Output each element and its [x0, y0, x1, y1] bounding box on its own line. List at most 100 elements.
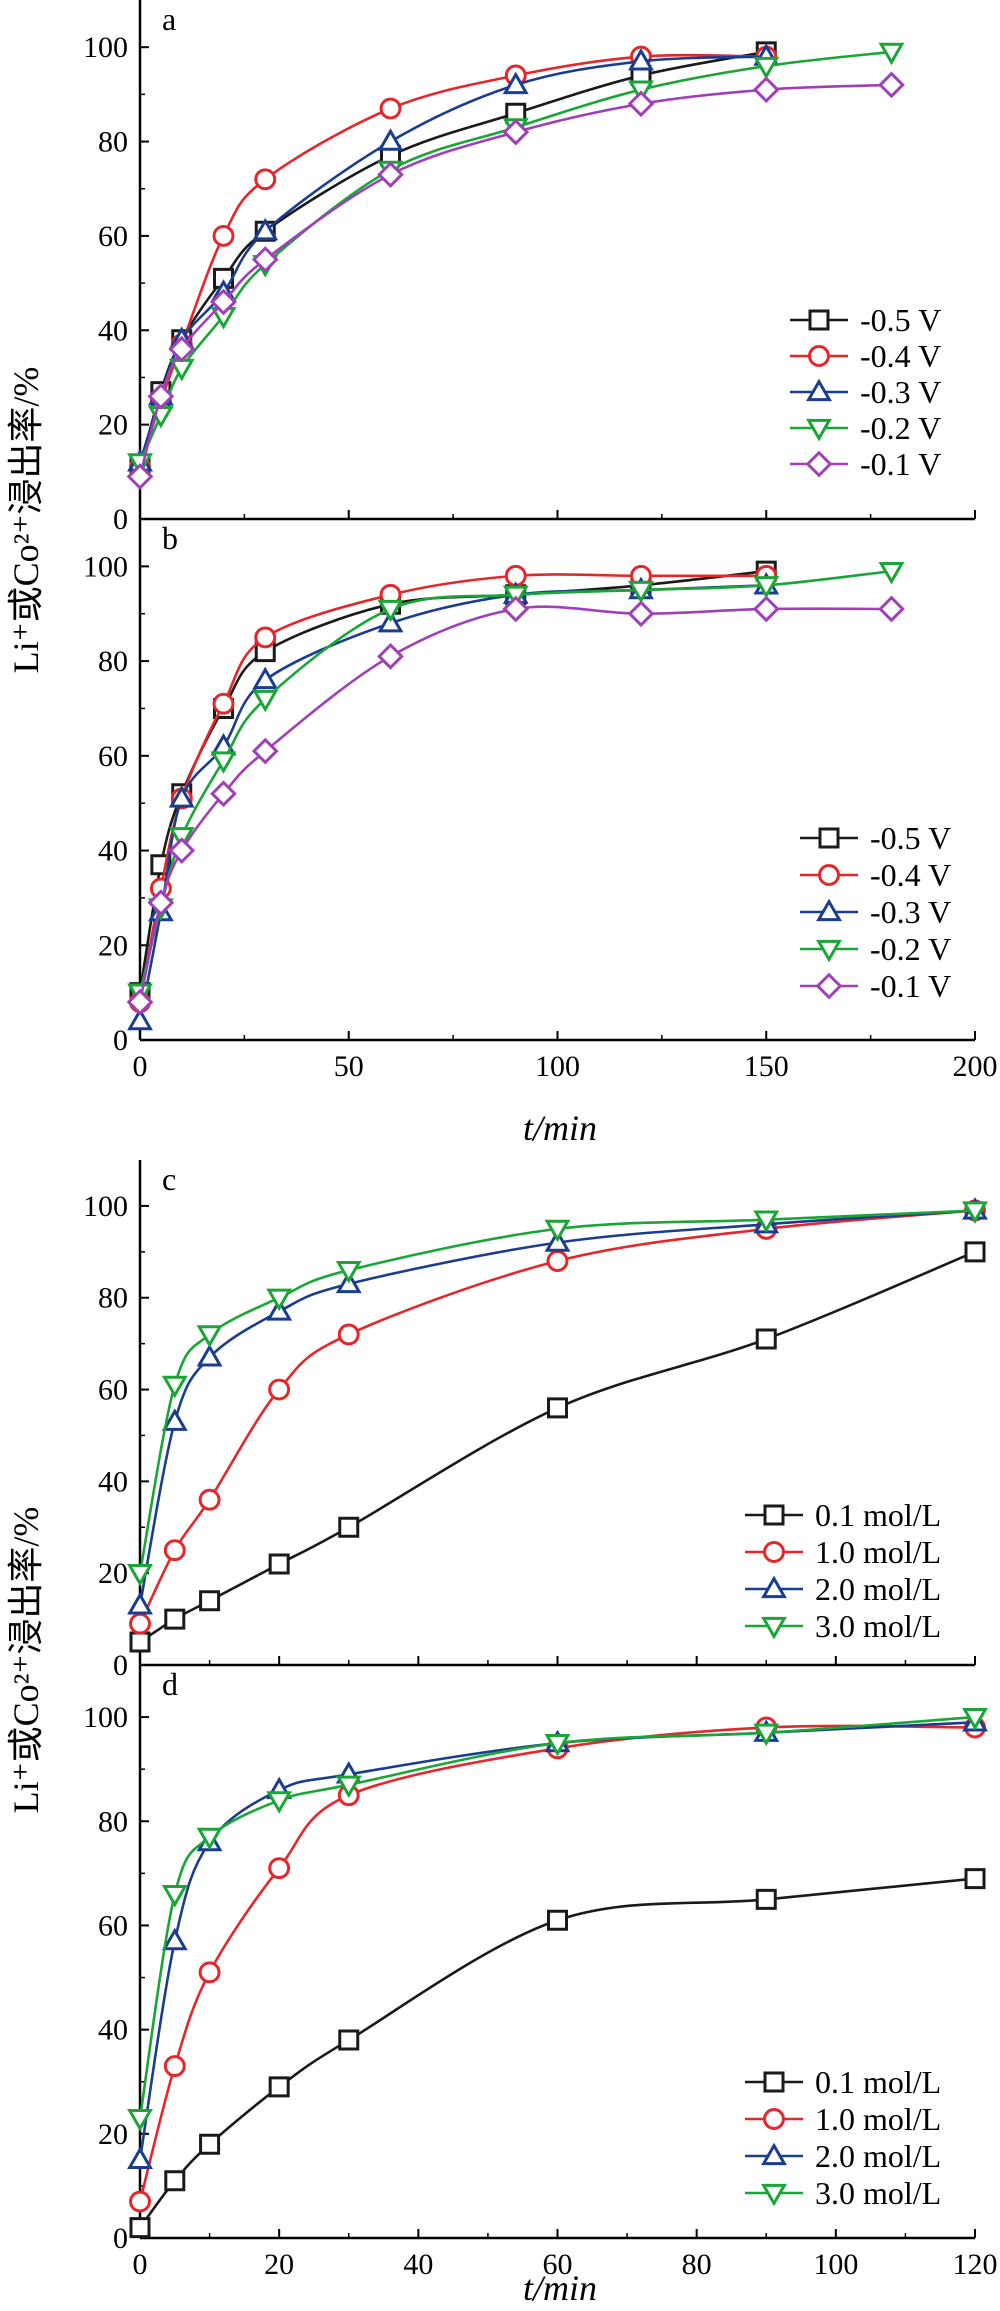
- data-point: [268, 1378, 291, 1401]
- x-tick-label: 80: [682, 2248, 712, 2281]
- data-point: [755, 1888, 777, 1910]
- y-tick-label: 80: [98, 645, 128, 678]
- y-tick-label: 80: [98, 1805, 128, 1838]
- data-point: [627, 600, 655, 628]
- data-point: [168, 837, 196, 864]
- series-line: [138, 53, 767, 468]
- data-point: [268, 1553, 290, 1575]
- data-point: [129, 2217, 151, 2239]
- data-point: [199, 1590, 221, 1612]
- data-point: [161, 1408, 188, 1431]
- data-point: [196, 1344, 223, 1367]
- data-point: [338, 2029, 360, 2051]
- data-point: [335, 1775, 362, 1799]
- legend-label: 2.0 mol/L: [815, 2138, 941, 2174]
- data-point: [377, 642, 404, 670]
- data-point: [147, 889, 175, 917]
- data-point: [129, 1612, 151, 1635]
- y-tick-label: 80: [98, 1282, 128, 1315]
- data-point: [379, 97, 402, 120]
- data-point: [210, 780, 237, 808]
- data-point: [126, 988, 154, 1016]
- data-point: [502, 118, 530, 146]
- series--0-1-v: [126, 595, 905, 1016]
- data-point: [127, 2109, 153, 2132]
- panel-a: a 0 20 40 60 80 100 -0.5 V-0.4 V-0.3 V-0.2 V-0.…: [83, 0, 976, 536]
- series-line: [139, 1250, 976, 1644]
- legend-label: -0.1 V: [870, 968, 951, 1004]
- legend-label: -0.3 V: [870, 894, 951, 930]
- data-point: [878, 71, 905, 99]
- x-tick-label: 120: [953, 2248, 998, 2281]
- legend-label: -0.2 V: [870, 931, 951, 967]
- y-tick-label: 40: [98, 835, 128, 868]
- legend-marker: [806, 418, 832, 442]
- series-0-1-mol-l: [129, 1241, 986, 1653]
- data-point: [878, 42, 905, 66]
- legend-marker: [816, 939, 842, 963]
- panel-d: d 0 20 40 60 80 100 0 20 40 60 80 100 120 0.1 mol/L1.0…: [83, 1665, 998, 2281]
- y-tick-label: 20: [98, 929, 128, 962]
- data-point: [547, 1397, 568, 1419]
- x-tick-label: 150: [744, 1050, 789, 1083]
- y-tick-label: 20: [98, 2118, 128, 2151]
- data-point: [544, 1733, 571, 1757]
- data-point: [266, 1288, 293, 1312]
- data-point: [196, 1325, 223, 1348]
- data-point: [168, 335, 196, 363]
- legend-label: -0.5 V: [870, 820, 951, 856]
- panel-label: a: [162, 1, 176, 37]
- data-point: [335, 1261, 362, 1284]
- data-point: [251, 246, 279, 273]
- data-point: [337, 1323, 360, 1346]
- legend-marker: [763, 1541, 785, 1563]
- legend-label: -0.3 V: [860, 374, 941, 410]
- legend-label: 1.0 mol/L: [815, 2101, 941, 2137]
- data-point: [163, 1539, 186, 1562]
- data-point: [377, 599, 404, 623]
- data-point: [163, 2055, 186, 2078]
- data-point: [168, 785, 195, 808]
- x-tick-label: 100: [813, 2248, 858, 2281]
- series-0-1-mol-l: [129, 1868, 986, 2239]
- data-point: [213, 267, 234, 289]
- data-point: [161, 1375, 188, 1399]
- legend-marker: [761, 2142, 787, 2166]
- series--0-4-v: [129, 45, 778, 479]
- data-point: [251, 737, 279, 765]
- data-point: [752, 595, 780, 623]
- data-point: [878, 561, 905, 585]
- x-axis-title-top: t/min: [523, 1108, 597, 1148]
- data-point: [254, 626, 277, 649]
- legend-label: 3.0 mol/L: [815, 1608, 941, 1644]
- series-line: [138, 55, 767, 463]
- data-point: [254, 168, 277, 191]
- legend-label: -0.1 V: [860, 446, 941, 482]
- data-point: [198, 1961, 221, 1984]
- x-tick-label: 60: [543, 2248, 573, 2281]
- panel-label: d: [162, 1666, 178, 1702]
- data-point: [252, 689, 279, 713]
- y-tick-label: 100: [83, 1190, 128, 1223]
- data-point: [544, 1219, 571, 1243]
- data-point: [546, 1250, 569, 1272]
- data-point: [753, 1210, 780, 1234]
- legend-label: -0.5 V: [860, 302, 941, 338]
- legend-marker: [763, 2071, 785, 2093]
- legend-marker: [761, 1616, 787, 1640]
- data-point: [502, 595, 530, 623]
- data-point: [127, 1007, 153, 1031]
- data-point: [266, 1791, 293, 1814]
- data-point: [127, 1564, 153, 1587]
- y-tick-label: 100: [83, 1701, 128, 1734]
- data-point: [196, 1827, 223, 1851]
- x-tick-label: 20: [264, 2248, 294, 2281]
- y-tick-label: 40: [98, 1465, 128, 1498]
- data-point: [126, 463, 154, 490]
- legend-marker: [808, 309, 830, 331]
- y-tick-label: 0: [113, 1649, 128, 1682]
- series--0-1-v: [126, 71, 905, 490]
- legend-marker: [806, 378, 832, 402]
- data-point: [377, 128, 404, 151]
- data-point: [377, 161, 404, 188]
